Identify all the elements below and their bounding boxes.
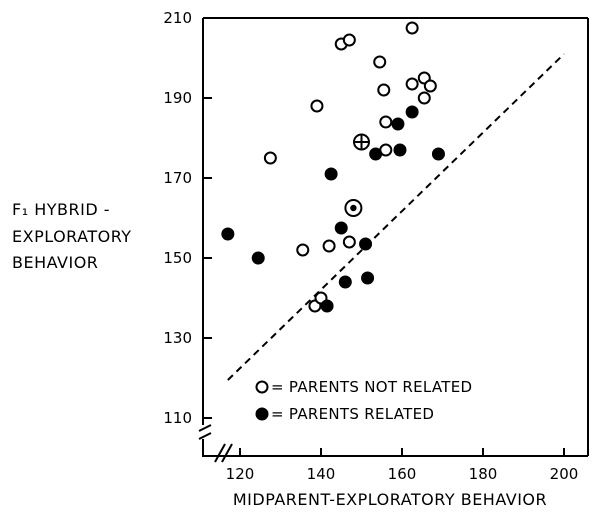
open-circle-point-7 — [417, 91, 431, 105]
reference-line-layer — [227, 53, 565, 381]
y-tick-label-130: 130 — [163, 329, 192, 347]
y-axis-title-line-1: F₁ HYBRID - — [12, 200, 110, 219]
x-tick-label-140: 140 — [307, 465, 336, 483]
open-circle-point-15 — [296, 243, 310, 257]
x-axis-title: MIDPARENT-EXPLORATORY BEHAVIOR — [233, 490, 547, 509]
legend: = PARENTS NOT RELATED = PARENTS RELATED — [255, 378, 472, 423]
legend-label-not-related: = PARENTS NOT RELATED — [271, 378, 472, 396]
y-axis-title-line-2: EXPLORATORY — [12, 227, 132, 246]
open-circle-point-3 — [373, 55, 387, 69]
open-circle-point-8 — [377, 83, 391, 97]
filled-circle-point-8 — [221, 227, 235, 241]
legend-label-related: = PARENTS RELATED — [271, 405, 434, 423]
legend-filled-circle-marker — [255, 407, 269, 421]
filled-circle-point-3 — [393, 143, 407, 157]
open-circle-point-17 — [342, 235, 356, 249]
open-circle-point-6 — [423, 79, 437, 93]
x-tick-label-120: 120 — [226, 465, 255, 483]
legend-open-circle-marker — [255, 380, 269, 394]
filled-circle-point-2 — [369, 147, 383, 161]
open-circle-point-4 — [405, 77, 419, 91]
reference-dashed-line — [227, 53, 565, 381]
x-tick-label-180: 180 — [469, 465, 498, 483]
plot-frame — [198, 17, 589, 463]
y-tick-label-210: 210 — [163, 9, 192, 27]
x-tick-label-200: 200 — [550, 465, 579, 483]
filled-circle-point-6 — [334, 221, 348, 235]
open-circle-point-11 — [263, 151, 277, 165]
y-tick-label-110: 110 — [163, 409, 192, 427]
y-tick-label-170: 170 — [163, 169, 192, 187]
x-tick-label-160: 160 — [388, 465, 417, 483]
crossed-circle-point-0 — [353, 133, 370, 151]
filled-circle-point-5 — [324, 167, 338, 181]
open-circle-point-2 — [405, 21, 419, 35]
x-axis-ticks: 120 140 160 180 200 — [226, 448, 579, 483]
open-circle-point-16 — [322, 239, 336, 253]
y-tick-label-150: 150 — [163, 249, 192, 267]
y-axis-title: F₁ HYBRID - EXPLORATORY BEHAVIOR — [12, 200, 132, 272]
y-axis-title-line-3: BEHAVIOR — [12, 253, 98, 272]
open-circle-point-10 — [379, 115, 393, 129]
filled-circle-point-0 — [391, 117, 405, 131]
filled-circle-point-11 — [361, 271, 375, 285]
y-tick-label-190: 190 — [163, 89, 192, 107]
data-points — [221, 21, 445, 313]
open-circle-point-1 — [342, 33, 356, 47]
open-circle-point-9 — [310, 99, 324, 113]
filled-circle-point-10 — [338, 275, 352, 289]
filled-circle-point-12 — [320, 299, 334, 313]
filled-circle-point-9 — [251, 251, 265, 265]
dotted-circle-point-0 — [344, 199, 363, 217]
filled-circle-point-7 — [359, 237, 373, 251]
filled-circle-point-1 — [405, 105, 419, 119]
y-axis-ticks: 110 130 150 170 190 210 — [163, 9, 212, 427]
filled-circle-point-4 — [431, 147, 445, 161]
axis-break-mark — [198, 424, 233, 463]
